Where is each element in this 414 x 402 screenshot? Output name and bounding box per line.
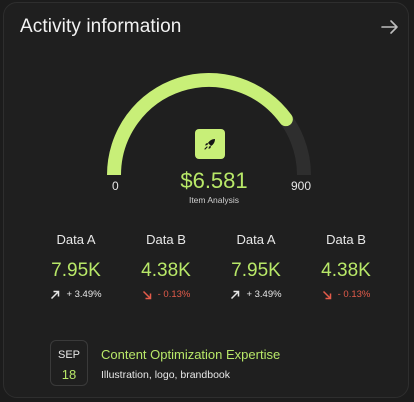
stat-label: Data A — [56, 232, 96, 247]
stat-label: Data B — [326, 232, 366, 247]
arrow-right-icon[interactable] — [380, 17, 400, 37]
stat-item: Data A 7.95K + 3.49% — [31, 232, 121, 300]
stat-value: 4.38K — [321, 260, 371, 281]
event-date-badge: SEP 18 — [50, 340, 88, 386]
event-title-link[interactable]: Content Optimization Expertise — [101, 347, 281, 362]
gauge-max-label: 900 — [291, 179, 312, 193]
arrow-down-right-icon — [322, 290, 331, 299]
stat-value: 4.38K — [141, 260, 191, 281]
stat-change: - 0.13% — [121, 289, 211, 300]
gauge-min-label: 0 — [112, 179, 119, 193]
stat-item: Data A 7.95K + 3.49% — [211, 232, 301, 300]
stat-value: 7.95K — [231, 260, 281, 281]
stat-change-text: - 0.13% — [157, 289, 191, 300]
stat-change-text: + 3.49% — [66, 289, 102, 300]
card-title: Activity information — [20, 16, 182, 37]
arrow-up-right-icon — [51, 290, 60, 299]
stat-label: Data A — [236, 232, 276, 247]
arrow-up-right-icon — [231, 290, 240, 299]
stat-label: Data B — [146, 232, 186, 247]
event-day: 18 — [61, 367, 77, 382]
gauge-subtitle: Item Analysis — [188, 195, 240, 205]
gauge-chart — [107, 73, 311, 175]
stat-change: + 3.49% — [211, 289, 301, 300]
stat-change: + 3.49% — [31, 289, 121, 300]
stat-item: Data B 4.38K - 0.13% — [301, 232, 391, 300]
stat-change-text: + 3.49% — [246, 289, 282, 300]
event-subtitle: Illustration, logo, brandbook — [101, 369, 230, 381]
arrow-down-right-icon — [142, 290, 151, 299]
gauge-value: $6.581 — [180, 168, 248, 193]
stat-change: - 0.13% — [301, 289, 391, 300]
activity-card: Activity information 0 900 $6.581 Item A… — [3, 2, 409, 398]
stat-change-text: - 0.13% — [337, 289, 371, 300]
gauge-track — [107, 73, 311, 175]
rocket-icon — [195, 129, 225, 159]
stat-item: Data B 4.38K - 0.13% — [121, 232, 211, 300]
event-month: SEP — [57, 349, 80, 361]
stat-value: 7.95K — [51, 260, 101, 281]
gauge-fill — [107, 73, 293, 175]
